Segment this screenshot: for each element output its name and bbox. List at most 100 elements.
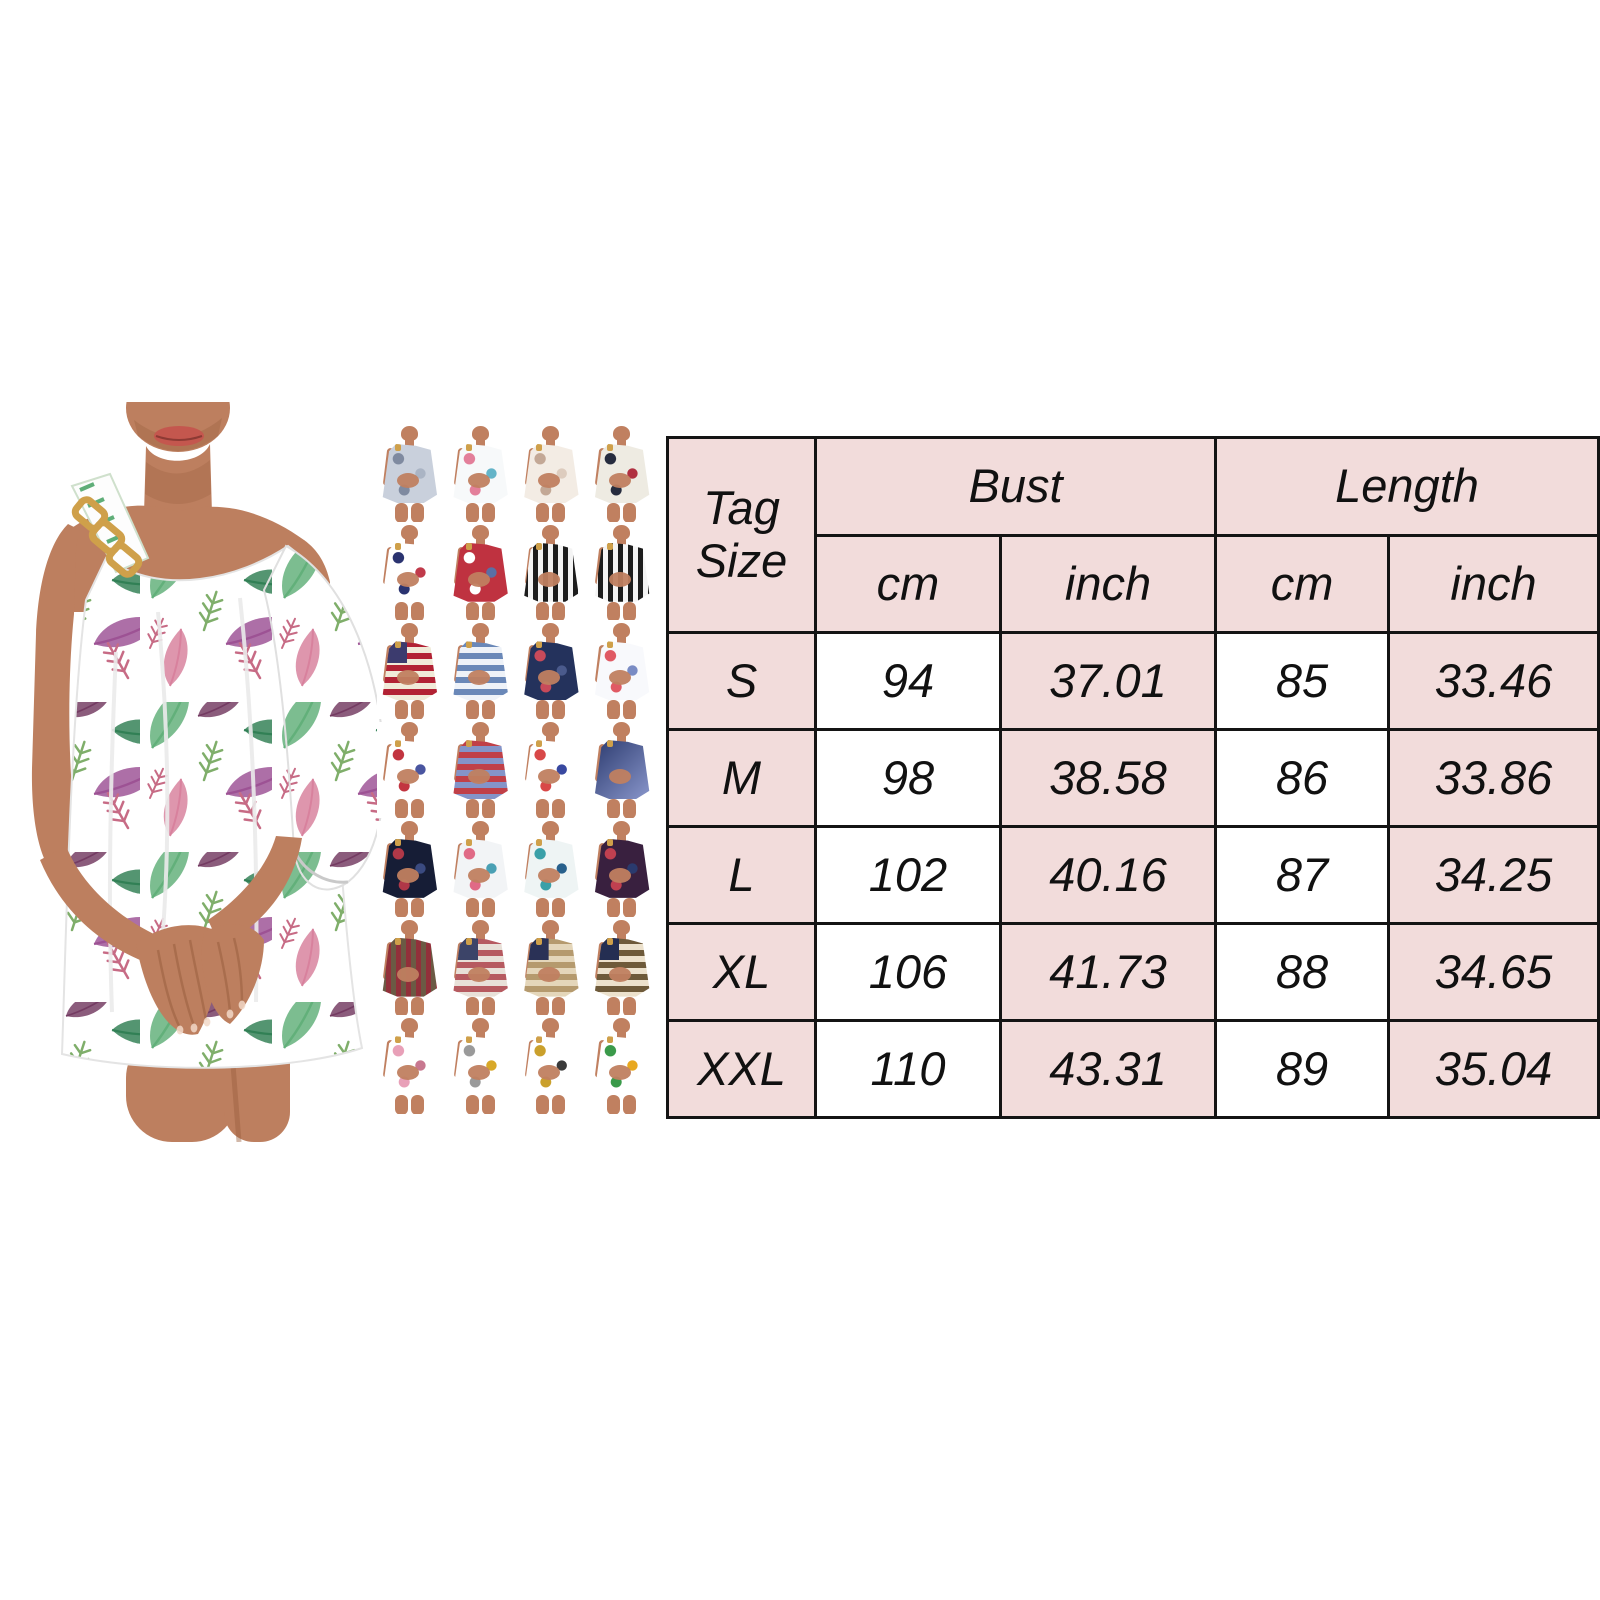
header-bust-cm: cm xyxy=(814,534,1002,634)
thumb-head xyxy=(613,722,631,738)
neck xyxy=(144,444,212,525)
thumb-head xyxy=(471,820,489,836)
thumb-leg xyxy=(481,799,495,818)
variant-thumb-eagle-flag xyxy=(589,426,655,522)
thumb-leg xyxy=(465,700,479,720)
variant-grid xyxy=(377,426,655,1114)
thumb-leg xyxy=(536,897,550,917)
gold-chain-link xyxy=(105,542,143,578)
cell-S-length_cm: 85 xyxy=(1214,631,1391,731)
thumb-hands xyxy=(609,473,632,488)
thumb-leg xyxy=(481,503,495,522)
thumb-neck xyxy=(546,636,556,644)
thumb-neck xyxy=(617,833,627,841)
thumb-leg xyxy=(607,601,621,621)
thumb-head xyxy=(542,623,560,639)
thumb-hands xyxy=(609,571,632,587)
thumb-hands xyxy=(396,571,419,587)
header-length-cm: cm xyxy=(1214,534,1391,634)
header-length: Length xyxy=(1214,436,1600,537)
cell-M-size: M xyxy=(666,728,817,828)
thumb-head xyxy=(471,623,489,639)
thumb-head xyxy=(400,820,418,836)
thumb-hands xyxy=(538,571,561,587)
cell-S-length_inch: 33.46 xyxy=(1387,631,1600,731)
thumb-neck xyxy=(617,932,627,940)
thumb-leg xyxy=(552,897,566,917)
variant-thumb-navy-star-patch xyxy=(377,524,443,621)
thumb-hands xyxy=(396,867,419,883)
variant-thumb-poppy-blue-stripes xyxy=(589,623,655,720)
thumb-head xyxy=(400,623,418,639)
forearms-hands xyxy=(40,836,302,1035)
thumb-neck xyxy=(617,439,627,446)
cell-XL-length_cm: 88 xyxy=(1214,922,1391,1022)
jaw-shadow xyxy=(134,418,222,451)
size-row-S: S 94 37.01 85 33.46 xyxy=(666,631,1600,731)
thumb-leg xyxy=(536,996,550,1016)
thumb-leg xyxy=(623,503,637,522)
thumb-leg xyxy=(607,897,621,917)
mouth-line xyxy=(155,435,203,441)
cell-L-size: L xyxy=(666,825,817,925)
thumb-head xyxy=(400,919,418,935)
thumb-neck xyxy=(404,1031,414,1039)
thumb-head xyxy=(542,919,560,935)
thumb-leg xyxy=(536,601,550,621)
thumb-hands xyxy=(538,867,561,883)
thumb-head xyxy=(542,820,560,836)
thumb-neck xyxy=(617,636,627,644)
neck-shadow xyxy=(145,460,211,504)
thumb-hands xyxy=(467,670,490,686)
thumb-leg xyxy=(394,799,408,818)
cell-L-length_inch: 34.25 xyxy=(1387,825,1600,925)
thumb-leg xyxy=(394,897,408,917)
thumb-leg xyxy=(552,700,566,720)
thumb-neck xyxy=(617,1031,627,1039)
variant-thumb-red-blue-nebula xyxy=(589,820,655,917)
variant-thumb-pink-butterfly xyxy=(377,1018,443,1114)
thumb-head xyxy=(400,524,418,540)
thumb-leg xyxy=(607,996,621,1016)
thumb-neck xyxy=(475,735,485,743)
cell-XXL-length_cm: 89 xyxy=(1214,1019,1391,1119)
thumb-leg xyxy=(607,1095,621,1114)
thumb-neck xyxy=(475,932,485,940)
variant-thumb-leopard-stars xyxy=(589,919,655,1016)
thumb-neck xyxy=(546,1031,556,1039)
thumb-leg xyxy=(552,503,566,522)
thumb-leg xyxy=(623,1095,637,1114)
thumb-head xyxy=(400,722,418,738)
thumb-hands xyxy=(538,1065,561,1081)
thumb-neck xyxy=(546,735,556,743)
thumb-hands xyxy=(396,1065,419,1081)
size-row-XXL: XXL 110 43.31 89 35.04 xyxy=(666,1019,1600,1119)
thumb-hands xyxy=(538,670,561,686)
fingernails xyxy=(176,1000,246,1035)
left-hand xyxy=(201,924,264,1024)
thumb-head xyxy=(613,919,631,935)
thumb-neck xyxy=(475,439,485,446)
cell-XL-bust_inch: 41.73 xyxy=(998,922,1218,1022)
thumb-head xyxy=(613,1018,631,1034)
variant-thumb-gold-black-butterfly xyxy=(518,1018,585,1114)
thumb-hands xyxy=(609,670,632,686)
variant-thumb-yellow-gray-butterfly xyxy=(447,1018,514,1114)
cell-XL-length_inch: 34.65 xyxy=(1387,922,1600,1022)
variant-thumb-navy-rose-floral xyxy=(518,623,585,720)
thumb-neck xyxy=(475,833,485,841)
thumb-leg xyxy=(465,897,479,917)
thumb-leg xyxy=(536,799,550,818)
header-bust: Bust xyxy=(813,436,1218,537)
thumb-neck xyxy=(546,537,556,545)
thumb-leg xyxy=(410,799,424,818)
thumb-leg xyxy=(465,799,479,818)
thumb-leg xyxy=(481,897,495,917)
thumb-leg xyxy=(552,1095,566,1114)
thumb-leg xyxy=(607,700,621,720)
thumb-neck xyxy=(475,1031,485,1039)
thumb-leg xyxy=(607,503,621,522)
thumb-hands xyxy=(467,769,490,785)
left-upper-arm xyxy=(31,524,82,874)
thumb-hands xyxy=(467,571,490,587)
